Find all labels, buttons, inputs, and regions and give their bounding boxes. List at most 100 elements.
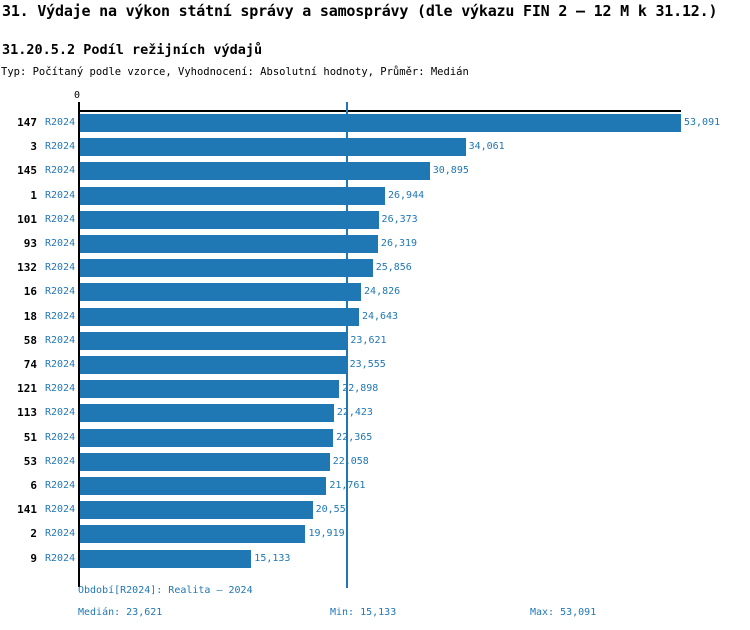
row-rank-label: 53: [23, 454, 37, 468]
table-row[interactable]: 121 R2024 22,898: [0, 378, 750, 402]
row-series-label: R2024: [45, 480, 76, 491]
table-row[interactable]: 1 R2024 26,944: [0, 185, 750, 209]
table-row[interactable]: 3 R2024 34,061: [0, 136, 750, 160]
median-reference-line: [346, 102, 349, 588]
chart-type-line: Typ: Počítaný podle vzorce, Vyhodnocení:…: [1, 66, 469, 78]
bar[interactable]: [80, 307, 359, 326]
bar[interactable]: [80, 210, 379, 229]
bar[interactable]: [80, 477, 327, 495]
row-series-label: R2024: [45, 407, 76, 419]
table-row[interactable]: 53 R2024 22,058: [0, 451, 750, 475]
table-row[interactable]: 16 R2024 24,826: [0, 281, 750, 305]
bar-value-label: 15,133: [254, 552, 291, 564]
bar[interactable]: [80, 525, 306, 544]
row-rank-label: 93: [23, 237, 37, 250]
bar[interactable]: [80, 356, 347, 374]
bar[interactable]: [80, 162, 430, 181]
bar-value-label: 23,555: [349, 359, 386, 370]
table-row[interactable]: 2 R2024 19,919: [0, 523, 750, 547]
bar-value-label: 22,423: [336, 407, 373, 419]
table-row[interactable]: 74 R2024 23,555: [0, 354, 750, 378]
bar-value-label: 53,091: [684, 117, 721, 128]
row-series-label: R2024: [45, 213, 76, 225]
row-rank-label: 147: [17, 116, 37, 129]
bar-value-label: 23,621: [350, 334, 387, 346]
row-series-label: R2024: [45, 117, 76, 128]
bar-value-label: 22,898: [342, 383, 379, 395]
bar[interactable]: [80, 235, 378, 253]
bar-value-label: 30,895: [432, 165, 469, 177]
bar[interactable]: [80, 428, 334, 447]
row-series-label: R2024: [45, 165, 76, 177]
bar[interactable]: [80, 114, 681, 132]
row-rank-label: 9: [30, 551, 37, 565]
row-series-label: R2024: [45, 504, 76, 516]
row-rank-label: 132: [17, 261, 37, 275]
bar[interactable]: [80, 138, 466, 157]
row-rank-label: 58: [23, 333, 37, 347]
bar[interactable]: [80, 501, 313, 520]
row-rank-label: 74: [23, 358, 37, 371]
table-row[interactable]: 132 R2024 25,856: [0, 257, 750, 281]
bar[interactable]: [80, 380, 340, 399]
row-series-label: R2024: [45, 359, 76, 370]
table-row[interactable]: 6R202421,761: [0, 475, 750, 499]
row-rank-label: 2: [30, 527, 37, 541]
bar-value-label: 25,856: [375, 262, 412, 274]
row-series-label: R2024: [45, 262, 76, 274]
row-series-label: R2024: [45, 141, 76, 153]
table-row[interactable]: 51 R2024 22,365: [0, 427, 750, 451]
bar[interactable]: [80, 186, 385, 205]
row-rank-label: 113: [17, 406, 37, 420]
chart-subtitle: 31.20.5.2 Podíl režijních výdajů: [2, 42, 263, 58]
plot-area: 0 147 R2024 53,091 3 R2024 34,061 145 R2024 30,8…: [0, 90, 750, 588]
bar-value-label: 22,365: [336, 431, 373, 443]
table-row[interactable]: 93 R2024 26,319: [0, 233, 750, 257]
bar-value-label: 26,319: [380, 238, 418, 249]
bar-value-label: 20,55: [315, 504, 346, 516]
row-series-label: R2024: [45, 286, 76, 298]
bar[interactable]: [80, 331, 348, 350]
bar-value-label: 24,826: [364, 286, 401, 298]
row-rank-label: 101: [17, 212, 37, 226]
bar[interactable]: [80, 549, 252, 568]
footer-max: Max: 53,091: [530, 607, 597, 618]
table-row[interactable]: 58 R2024 23,621: [0, 330, 750, 354]
row-series-label: R2024: [45, 455, 76, 467]
row-series-label: R2024: [45, 383, 76, 395]
table-row[interactable]: 147 R2024 53,091: [0, 112, 750, 136]
table-row[interactable]: 101 R2024 26,373: [0, 209, 750, 233]
page-title: 31. Výdaje na výkon státní správy a samo…: [2, 2, 718, 20]
bar[interactable]: [80, 283, 362, 302]
footer-min: Min: 15,133: [330, 607, 397, 618]
row-series-label: R2024: [45, 431, 76, 443]
bar[interactable]: [80, 259, 373, 278]
row-rank-label: 6: [30, 479, 37, 492]
row-series-label: R2024: [45, 238, 76, 249]
table-row[interactable]: 9 R2024 15,133: [0, 548, 750, 572]
row-series-label: R2024: [45, 189, 76, 201]
table-row[interactable]: 113 R2024 22,423: [0, 402, 750, 426]
bar[interactable]: [80, 452, 330, 471]
table-row[interactable]: 141 R2024 20,55: [0, 499, 750, 523]
row-rank-label: 1: [30, 188, 37, 202]
table-row[interactable]: 18 R2024 24,643: [0, 306, 750, 330]
bar-value-label: 19,919: [308, 528, 345, 540]
row-series-label: R2024: [45, 552, 76, 564]
row-rank-label: 141: [17, 503, 37, 517]
bar[interactable]: [80, 404, 334, 423]
bar-value-label: 26,373: [381, 213, 418, 225]
row-rank-label: 121: [17, 382, 37, 396]
axis-tick: [78, 102, 80, 108]
chart-footer: Období[R2024]: Realita – 2024 Medián: 23…: [0, 582, 750, 630]
axis-zero-label: 0: [74, 90, 81, 101]
y-axis-line: [78, 107, 80, 587]
table-row[interactable]: 145 R2024 30,895: [0, 160, 750, 184]
footer-period: Období[R2024]: Realita – 2024: [78, 585, 253, 596]
row-rank-label: 51: [23, 430, 37, 444]
plot-top-rule: [79, 110, 681, 112]
row-series-label: R2024: [45, 528, 76, 540]
row-rank-label: 18: [23, 309, 37, 323]
bar-value-label: 26,944: [388, 189, 425, 201]
